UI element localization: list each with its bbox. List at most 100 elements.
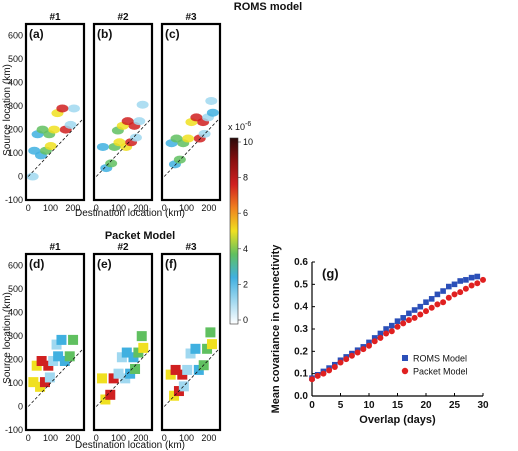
x-tick-label: 100 bbox=[111, 433, 126, 443]
packet-point bbox=[411, 314, 418, 321]
panel-frame bbox=[24, 22, 86, 202]
y-tick-label: 0 bbox=[18, 172, 23, 182]
y-tick-label: 100 bbox=[8, 378, 23, 388]
panel-frame bbox=[24, 252, 86, 432]
roms-point bbox=[440, 288, 446, 294]
x-tick-label: 100 bbox=[179, 433, 194, 443]
y-tick-label: 100 bbox=[8, 148, 23, 158]
packet-title: Packet Model bbox=[105, 230, 175, 242]
x-tick-label: 20 bbox=[420, 400, 432, 411]
density-blob bbox=[56, 104, 69, 113]
packet-point bbox=[428, 304, 435, 311]
x-tick-label: 0 bbox=[94, 433, 99, 443]
packet-point bbox=[423, 308, 429, 315]
density-blob bbox=[136, 100, 149, 109]
x-tick-label: 100 bbox=[111, 203, 126, 213]
packet-point bbox=[394, 323, 401, 330]
panel-number: #3 bbox=[185, 242, 197, 253]
x-tick-label: 200 bbox=[133, 203, 148, 213]
density-cell bbox=[97, 373, 108, 384]
x-tick-label: 0 bbox=[94, 203, 99, 213]
packet-point bbox=[354, 349, 361, 356]
diagonal-line bbox=[27, 117, 85, 177]
packet-point bbox=[337, 359, 344, 366]
packet-point bbox=[445, 294, 452, 301]
x-tick-label: 0 bbox=[162, 433, 167, 443]
roms-point bbox=[451, 281, 458, 288]
chart-xlabel: Overlap (days) bbox=[359, 414, 436, 426]
roms-point bbox=[366, 339, 372, 346]
y-tick-label: 0.0 bbox=[294, 391, 308, 402]
packet-point bbox=[388, 328, 395, 335]
diagonal-line bbox=[95, 117, 153, 177]
diagonal-line bbox=[27, 347, 85, 407]
density-cell bbox=[64, 351, 75, 362]
panel-number: #1 bbox=[49, 242, 61, 253]
map-panel: (b) 0 100 200 bbox=[92, 22, 154, 213]
y-tick-label: 300 bbox=[8, 101, 23, 111]
x-tick-label: 100 bbox=[43, 433, 58, 443]
density-blob bbox=[36, 125, 49, 134]
roms-point bbox=[463, 277, 469, 283]
x-tick-label: 30 bbox=[477, 400, 489, 411]
density-cell bbox=[44, 372, 55, 383]
roms-xlabel: Destination location (km) bbox=[75, 208, 185, 219]
roms-point bbox=[400, 315, 406, 321]
x-tick-label: 200 bbox=[201, 433, 216, 443]
packet-point bbox=[314, 372, 321, 379]
panel-letter: (f) bbox=[165, 257, 177, 271]
packet-point bbox=[440, 299, 447, 306]
density-cell bbox=[53, 351, 64, 362]
packet-point bbox=[383, 330, 390, 337]
y-tick-label: 600 bbox=[8, 261, 23, 271]
packet-point bbox=[417, 311, 424, 318]
density-cell bbox=[190, 343, 201, 354]
panel-letter: (d) bbox=[29, 257, 44, 271]
density-blob bbox=[190, 113, 203, 122]
roms-point bbox=[457, 278, 463, 284]
x-tick-label: 25 bbox=[449, 400, 461, 411]
x-tick-label: 0 bbox=[162, 203, 167, 213]
y-tick-label: 400 bbox=[8, 308, 23, 318]
x-tick-label: 200 bbox=[201, 203, 216, 213]
density-blob bbox=[48, 125, 61, 134]
x-tick-label: 10 bbox=[363, 400, 375, 411]
colorbar bbox=[229, 137, 239, 325]
legend-label: ROMS Model bbox=[413, 354, 467, 364]
y-tick-label: -100 bbox=[5, 195, 23, 205]
panel-frame bbox=[92, 22, 154, 202]
panel-number: #3 bbox=[185, 12, 197, 23]
panel-number: #2 bbox=[117, 242, 129, 253]
density-blob bbox=[133, 117, 146, 126]
density-cell bbox=[130, 363, 141, 374]
density-cell bbox=[121, 347, 132, 358]
panel-letter: (b) bbox=[97, 27, 112, 41]
x-tick-label: 200 bbox=[133, 433, 148, 443]
density-cell bbox=[56, 334, 67, 345]
x-tick-label: 0 bbox=[26, 433, 31, 443]
x-tick-label: 100 bbox=[179, 203, 194, 213]
x-tick-label: 200 bbox=[65, 433, 80, 443]
roms-point bbox=[474, 273, 481, 280]
panel-number: #1 bbox=[49, 12, 61, 23]
diagonal-line bbox=[163, 347, 221, 407]
map-panel: (c) 0 100 200 bbox=[160, 22, 222, 213]
x-tick-label: 100 bbox=[43, 203, 58, 213]
packet-point bbox=[366, 342, 372, 349]
density-blob bbox=[44, 142, 57, 151]
panel-frame bbox=[160, 252, 222, 432]
density-blob bbox=[64, 120, 77, 129]
y-tick-label: 600 bbox=[8, 31, 23, 41]
packet-point bbox=[331, 363, 338, 370]
roms-point bbox=[406, 310, 412, 317]
y-tick-label: 300 bbox=[8, 331, 23, 341]
colorbar-tick-label: 4 bbox=[243, 244, 248, 254]
colorbar-scale-label: x 10-6 bbox=[228, 121, 251, 132]
packet-point bbox=[377, 334, 384, 341]
packet-point bbox=[462, 285, 469, 292]
density-blob bbox=[129, 133, 142, 142]
roms-point bbox=[394, 318, 401, 324]
y-tick-label: 0 bbox=[18, 402, 23, 412]
panel-letter: (e) bbox=[97, 257, 112, 271]
